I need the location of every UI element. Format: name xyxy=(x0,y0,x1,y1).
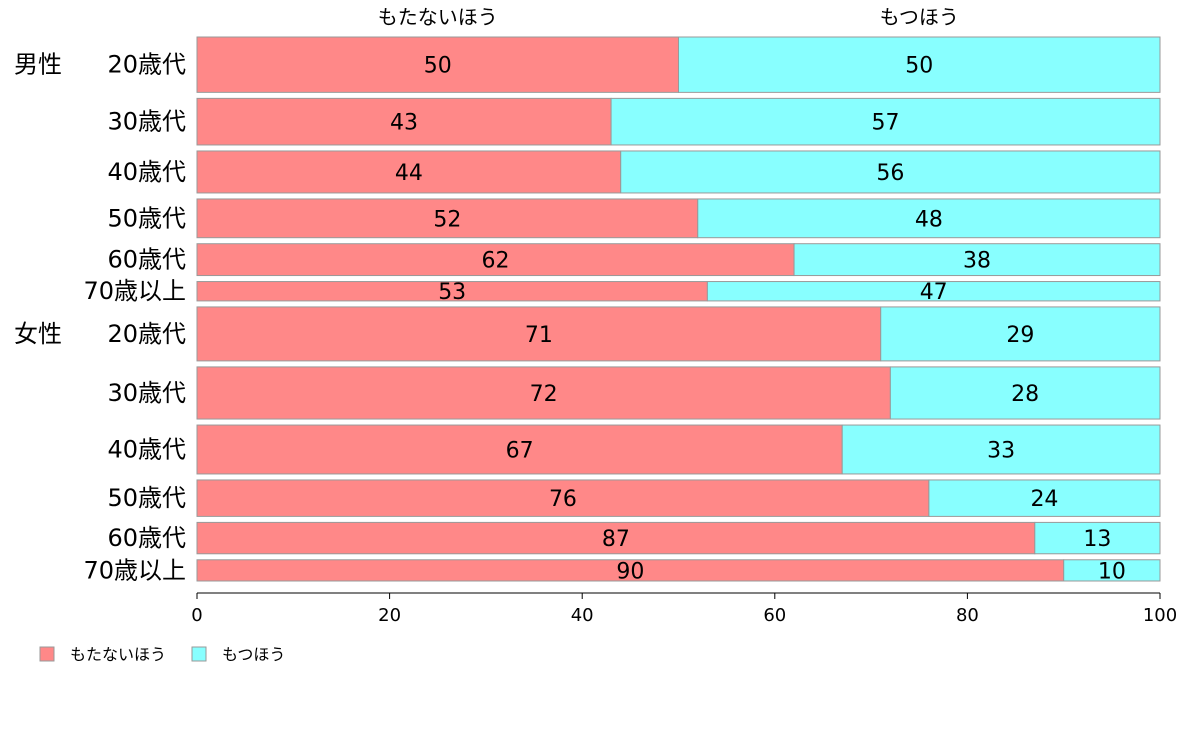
category-label: 50歳代 xyxy=(107,204,186,232)
category-labels: 20歳代男性30歳代40歳代50歳代60歳代70歳以上20歳代女性30歳代40歳… xyxy=(14,51,186,585)
data-label: 52 xyxy=(433,207,461,232)
bar-segment xyxy=(1034,521,1161,555)
data-label: 38 xyxy=(963,249,991,274)
data-label: 50 xyxy=(905,54,933,79)
bar-segment xyxy=(620,150,1161,194)
bar-segment xyxy=(880,306,1161,362)
category-label: 50歳代 xyxy=(107,484,186,512)
x-tick-label: 100 xyxy=(1143,605,1177,626)
data-label: 13 xyxy=(1083,527,1111,552)
bar-segment xyxy=(697,198,1161,239)
data-label: 67 xyxy=(506,438,534,463)
x-tick-label: 0 xyxy=(191,605,202,626)
category-label: 20歳代 xyxy=(107,51,186,79)
legend-swatch xyxy=(39,646,55,662)
bar-segment xyxy=(841,424,1161,475)
category-label: 60歳代 xyxy=(107,246,186,274)
data-label: 24 xyxy=(1030,487,1058,512)
legend-swatch xyxy=(191,646,207,662)
x-tick-label: 80 xyxy=(956,605,979,626)
category-label: 40歳代 xyxy=(107,158,186,186)
category-label: 70歳以上 xyxy=(83,277,186,305)
legend: もたないほう もつほう xyxy=(39,645,285,664)
bar-segment xyxy=(196,150,622,194)
legend-label: もたないほう xyxy=(70,645,166,664)
series-header: もたないほう xyxy=(378,5,498,29)
data-label: 87 xyxy=(602,527,630,552)
group-label: 女性 xyxy=(14,320,62,348)
legend-label: もつほう xyxy=(222,645,285,664)
data-label: 56 xyxy=(876,161,904,186)
series-header-labels: もたないほう もつほう xyxy=(378,5,959,29)
bar-segment xyxy=(889,366,1161,420)
bar-segment xyxy=(196,366,891,420)
data-label: 33 xyxy=(987,438,1015,463)
data-label: 53 xyxy=(438,280,466,305)
bar-segment xyxy=(196,243,795,277)
data-label: 90 xyxy=(616,559,644,584)
data-label: 50 xyxy=(424,54,452,79)
category-label: 30歳代 xyxy=(107,108,186,136)
x-tick-label: 20 xyxy=(378,605,401,626)
bar-segment xyxy=(196,198,699,239)
bar-segment xyxy=(196,97,612,146)
bars: 50 50 43 57 44 56 52 48 62 38 53 47 71 29 72 28 67 33 76 24… xyxy=(196,36,1161,584)
bar-segment xyxy=(196,36,679,93)
data-label: 28 xyxy=(1011,382,1039,407)
group-label: 男性 xyxy=(14,51,62,79)
data-label: 76 xyxy=(549,487,577,512)
x-tick-label: 40 xyxy=(571,605,594,626)
data-label: 47 xyxy=(920,280,948,305)
data-label: 29 xyxy=(1006,323,1034,348)
series-header: もつほう xyxy=(880,5,959,29)
category-label: 40歳代 xyxy=(107,435,186,463)
data-label: 44 xyxy=(395,161,423,186)
bar-segment xyxy=(1063,559,1161,582)
bar-segment xyxy=(678,36,1161,93)
data-label: 48 xyxy=(915,207,943,232)
category-label: 60歳代 xyxy=(107,524,186,552)
category-label: 20歳代 xyxy=(107,320,186,348)
bar-segment xyxy=(196,306,882,362)
category-label: 30歳代 xyxy=(107,379,186,407)
data-label: 72 xyxy=(530,382,558,407)
x-axis: 0 20 40 60 80 100 xyxy=(191,592,1177,626)
bar-segment xyxy=(196,479,930,517)
bar-segment xyxy=(706,281,1161,302)
data-label: 10 xyxy=(1098,559,1126,584)
data-label: 57 xyxy=(872,111,900,136)
data-label: 43 xyxy=(390,111,418,136)
data-label: 71 xyxy=(525,323,553,348)
x-tick-label: 60 xyxy=(763,605,786,626)
bar-segment xyxy=(793,243,1161,277)
data-label: 62 xyxy=(482,249,510,274)
bar-segment xyxy=(610,97,1161,146)
category-label: 70歳以上 xyxy=(83,556,186,584)
bar-segment xyxy=(928,479,1161,517)
